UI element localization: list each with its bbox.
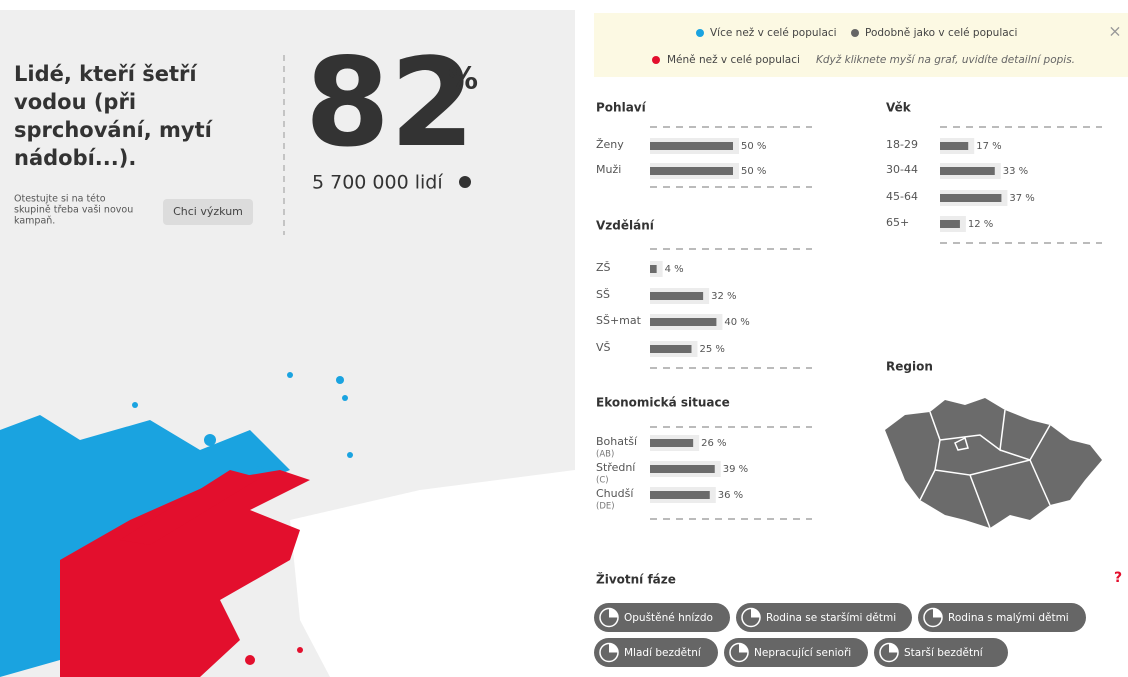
stage-label[interactable]: Mladí bezdětní — [624, 647, 702, 659]
stage-pill[interactable] — [594, 638, 718, 667]
row-label: Střední — [596, 461, 636, 474]
value-label: 39 % — [723, 464, 748, 475]
section-title: Ekonomická situace — [596, 396, 730, 410]
row-label: VŠ — [596, 341, 611, 354]
value-label: 36 % — [718, 490, 743, 501]
bar[interactable] — [650, 142, 733, 150]
headline: sprchování, mytí — [14, 118, 214, 142]
row-label: Bohatší — [596, 435, 638, 448]
bar[interactable] — [940, 194, 1002, 202]
stage-icon-slice — [739, 643, 748, 653]
bar[interactable] — [650, 265, 657, 273]
row-label: 18-29 — [886, 138, 918, 151]
row-sublabel: (DE) — [596, 502, 615, 512]
value-label: 40 % — [724, 317, 749, 328]
region-title: Region — [886, 360, 933, 374]
section-title: Věk — [886, 101, 912, 115]
legend-more: Více než v celé populaci — [710, 27, 837, 39]
row-sublabel: (AB) — [596, 450, 614, 460]
stage-pill[interactable] — [736, 603, 912, 632]
value-label: 32 % — [711, 291, 736, 302]
legend-dot — [696, 29, 704, 37]
bar[interactable] — [650, 465, 715, 473]
legend-less: Méně než v celé populaci — [667, 54, 800, 66]
info-icon[interactable] — [459, 176, 471, 188]
stage-label[interactable]: Opuštěné hnízdo — [624, 612, 713, 624]
stage-icon-slice — [609, 608, 618, 618]
row-label: ZŠ — [596, 261, 611, 274]
row-label: Chudší — [596, 487, 634, 500]
stage-label[interactable]: Rodina s malými dětmi — [948, 612, 1069, 624]
cta-text: Otestujte si na této — [14, 194, 106, 205]
value-label: 4 % — [665, 264, 684, 275]
stage-icon-slice — [889, 643, 898, 653]
row-label: SŠ+mat — [596, 314, 642, 327]
button[interactable] — [163, 199, 253, 225]
row-label: 45-64 — [886, 190, 918, 203]
value-label: 50 % — [741, 141, 766, 152]
count: 5 700 000 lidí — [312, 172, 443, 194]
row-label: Ženy — [596, 138, 624, 151]
cta-text: kampaň. — [14, 216, 55, 227]
close[interactable]: × — [1108, 22, 1121, 41]
row-label: SŠ — [596, 288, 610, 301]
stage-pill[interactable] — [874, 638, 1008, 667]
legend-hint: Když kliknete myší na graf, uvidíte deta… — [816, 54, 1075, 66]
headline: Lidé, kteří šetří — [14, 62, 198, 86]
value-label: 50 % — [741, 166, 766, 177]
notice — [594, 13, 1128, 77]
legend-similar: Podobně jako v celé populaci — [865, 27, 1017, 39]
bar[interactable] — [650, 318, 717, 326]
cta-text: skupině třeba vaši novou — [14, 205, 133, 216]
headline: vodou (při — [14, 90, 136, 114]
bar[interactable] — [650, 345, 692, 353]
bar[interactable] — [650, 491, 710, 499]
bar[interactable] — [940, 220, 960, 228]
stage-label[interactable]: Starší bezdětní — [904, 647, 984, 659]
legend-dot — [652, 56, 660, 64]
stage-pill[interactable] — [724, 638, 868, 667]
section-title: Vzdělání — [596, 219, 655, 233]
button-label[interactable]: Chci výzkum — [173, 205, 243, 218]
stage-icon-slice — [751, 608, 760, 618]
life-stages-title: Životní fáze — [596, 572, 676, 587]
help[interactable]: ? — [1114, 570, 1122, 586]
region-map[interactable] — [885, 398, 1102, 529]
percent-sign: % — [448, 62, 478, 97]
stage-pill[interactable] — [918, 603, 1086, 632]
row-sublabel: (C) — [596, 476, 609, 486]
headline: nádobí...). — [14, 146, 136, 170]
bar[interactable] — [650, 292, 704, 300]
splash-art — [0, 372, 575, 677]
value-label: 33 % — [1003, 166, 1028, 177]
bar[interactable] — [650, 439, 694, 447]
bar[interactable] — [940, 142, 969, 150]
stage-pill[interactable] — [594, 603, 730, 632]
row-label: 65+ — [886, 216, 909, 229]
stage-icon-slice — [609, 643, 618, 653]
bar[interactable] — [940, 167, 995, 175]
row-label: Muži — [596, 163, 621, 176]
value-label: 12 % — [968, 219, 993, 230]
row-label: 30-44 — [886, 163, 918, 176]
value-label: 25 % — [700, 344, 725, 355]
stage-label[interactable]: Nepracující senioři — [754, 647, 851, 659]
percent-number: 82 — [305, 32, 475, 174]
value-label: 17 % — [976, 141, 1001, 152]
stage-label[interactable]: Rodina se staršími dětmi — [766, 612, 896, 624]
value-label: 37 % — [1009, 193, 1034, 204]
value-label: 26 % — [701, 438, 726, 449]
stage-icon-slice — [933, 608, 942, 618]
bar[interactable] — [650, 167, 733, 175]
section-title: Pohlaví — [596, 101, 647, 115]
legend-dot — [851, 29, 859, 37]
